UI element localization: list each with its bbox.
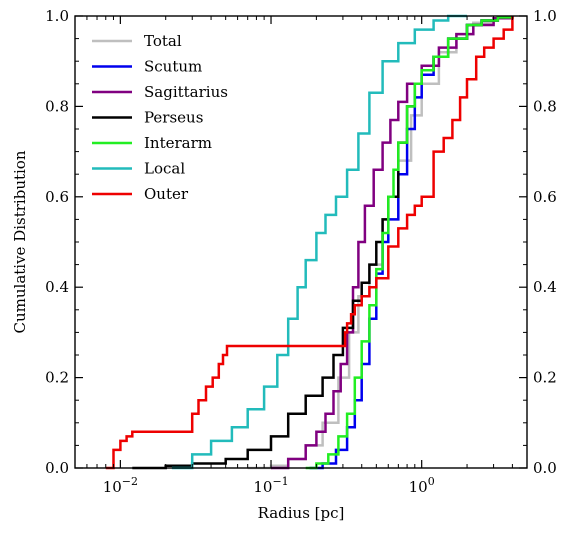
- tick-layer: 0.0 0.0 0.2 0.2 0.4 0.4 0.6 0.6 0.8 0.8 1.0 1.0 10−2…: [45, 7, 557, 496]
- legend-label-sagittarius: Sagittarius: [144, 83, 228, 101]
- series-line-interarm: [305, 16, 514, 470]
- x-tick-label: 10−1: [253, 475, 288, 496]
- y-tick-label-left: 0.4: [45, 278, 69, 296]
- series-line-local: [171, 14, 467, 470]
- legend-label-scutum: Scutum: [144, 58, 202, 76]
- legend-label-interarm: Interarm: [144, 134, 212, 152]
- series-layer: [105, 14, 514, 470]
- y-tick-label-left: 0.6: [45, 188, 69, 206]
- y-tick-label-left: 0.8: [45, 97, 69, 115]
- x-tick-label: 100: [409, 475, 435, 496]
- y-tick-label-right: 0.0: [533, 459, 557, 477]
- y-axis-label: Cumulative Distribution: [11, 150, 29, 333]
- legend-label-local: Local: [144, 160, 185, 178]
- plot-frame: [74, 15, 528, 469]
- y-tick-label-left: 0.0: [45, 459, 69, 477]
- legend: Total Scutum Sagittarius Perseus Interarm Loc…: [92, 32, 228, 203]
- y-tick-label-left: 0.2: [45, 369, 69, 387]
- y-tick-label-right: 1.0: [533, 7, 557, 25]
- y-tick-label-right: 0.2: [533, 369, 557, 387]
- series-line-outer: [105, 16, 514, 470]
- series-line-sagittarius: [271, 16, 514, 470]
- legend-label-total: Total: [144, 32, 182, 50]
- y-tick-label-right: 0.6: [533, 188, 557, 206]
- y-tick-label-right: 0.8: [533, 97, 557, 115]
- legend-label-perseus: Perseus: [144, 109, 203, 127]
- legend-label-outer: Outer: [144, 185, 189, 203]
- y-tick-label-left: 1.0: [45, 7, 69, 25]
- x-axis-label: Radius [pc]: [258, 504, 345, 522]
- x-tick-label: 10−2: [103, 475, 138, 496]
- y-tick-label-right: 0.4: [533, 278, 557, 296]
